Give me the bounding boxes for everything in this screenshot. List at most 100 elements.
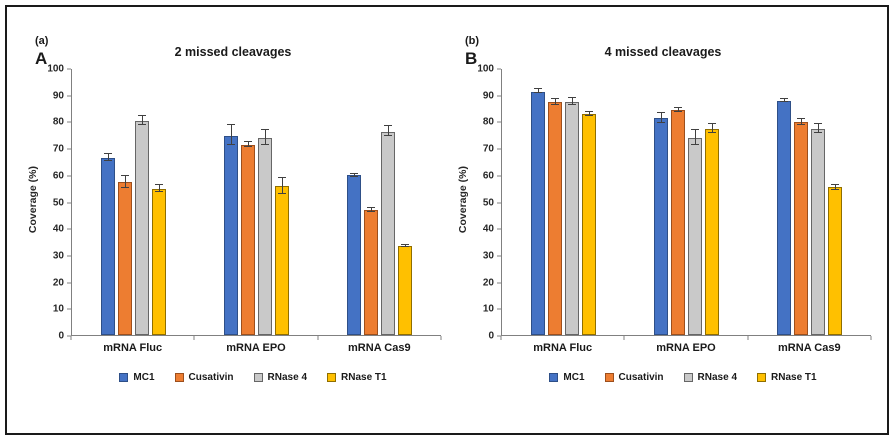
error-bar (384, 125, 392, 137)
legend-item-mc1: MC1 (119, 372, 155, 383)
bar-cusativin (671, 110, 685, 335)
legend-swatch (174, 373, 184, 382)
bar-slot (152, 69, 166, 335)
bar-slot (224, 69, 238, 335)
bar-slot (101, 69, 115, 335)
y-tick-label: 20 (482, 277, 494, 289)
y-tick-label: 0 (58, 330, 64, 342)
bar-slot (811, 69, 825, 335)
y-tick-mark (497, 175, 501, 177)
bar-rnase-4 (565, 102, 579, 335)
legend-b: MC1 Cusativin RNase 4 RNase T1 (455, 372, 871, 383)
panel-b: (b) B 4 missed cleavages Coverage (%) 0 1… (455, 21, 872, 423)
y-tick-mark (67, 255, 71, 257)
error-bar (401, 243, 409, 248)
error-bar (244, 140, 252, 148)
bar-slot (398, 69, 412, 335)
y-tick-label: 0 (488, 330, 494, 342)
y-tick-mark (67, 202, 71, 203)
y-tick-mark (67, 308, 71, 310)
bar-cusativin (548, 102, 562, 335)
y-tick-mark (67, 95, 71, 97)
bar-group (502, 69, 625, 335)
y-tick: 0 (488, 331, 501, 342)
error-bar (278, 177, 286, 194)
y-tick-label: 30 (52, 250, 64, 262)
error-bar (674, 106, 682, 113)
y-tick-mark (497, 282, 501, 284)
y-tick: 10 (53, 304, 71, 315)
legend-item-rnase-t1: RNase T1 (757, 372, 817, 383)
chart-title-a: 2 missed cleavages (174, 45, 292, 59)
y-tick-label: 40 (482, 223, 494, 235)
bar-mc1 (654, 118, 668, 335)
bar-slot (828, 69, 842, 335)
bar-cusativin (241, 144, 255, 335)
y-tick: 20 (483, 277, 501, 288)
y-tick-mark (497, 95, 501, 97)
bar-rnase-4 (811, 128, 825, 335)
bar-cusativin (794, 122, 808, 335)
bar-group (195, 69, 318, 335)
y-tick-label: 100 (477, 63, 494, 75)
x-tick-mark (623, 336, 625, 340)
y-tick: 90 (483, 90, 501, 101)
legend-swatch (327, 373, 337, 382)
bar-slot (275, 69, 289, 335)
plot-area (501, 69, 871, 336)
plot-col-a: mRNA Fluc mRNA EPO mRNA Cas9 (70, 69, 442, 354)
x-axis-ticks (70, 336, 442, 340)
y-tick-mark (497, 202, 501, 203)
category-label: mRNA Cas9 (348, 342, 411, 354)
y-tick-mark (497, 228, 501, 230)
y-tick-label: 100 (47, 63, 64, 75)
error-bar (104, 153, 112, 162)
bar-slot (548, 69, 562, 335)
plot-area (71, 69, 441, 336)
y-tick-mark (497, 148, 501, 150)
x-tick-mark (870, 336, 872, 340)
error-bar (585, 110, 593, 117)
bar-rnase-t1 (582, 114, 596, 335)
bar-mc1 (531, 91, 545, 335)
y-tick-label: 40 (52, 223, 64, 235)
bar-slot (565, 69, 579, 335)
y-tick: 40 (53, 224, 71, 235)
bar-rnase-t1 (398, 245, 412, 335)
y-tick: 80 (53, 117, 71, 128)
error-bar (708, 123, 716, 133)
x-tick-mark (747, 336, 749, 340)
y-axis-label-a: Coverage (%) (25, 69, 41, 330)
y-tick-label: 80 (482, 116, 494, 128)
error-bar (534, 88, 542, 94)
category-label: mRNA Fluc (103, 342, 163, 354)
y-tick-label: 60 (52, 170, 64, 182)
y-axis-label-text: Coverage (%) (27, 165, 39, 234)
bar-slot (794, 69, 808, 335)
y-tick-label: 10 (482, 303, 494, 315)
category-label: mRNA Fluc (533, 342, 593, 354)
y-tick: 100 (477, 64, 501, 75)
y-tick-mark (67, 282, 71, 284)
bar-slot (582, 69, 596, 335)
bar-slot (118, 69, 132, 335)
panel-a: (a) A 2 missed cleavages Coverage (%) 0 1… (25, 21, 442, 423)
bar-rnase-4 (258, 138, 272, 335)
bar-slot (531, 69, 545, 335)
error-bar (350, 172, 358, 177)
y-tick: 80 (483, 117, 501, 128)
legend-label: RNase T1 (771, 372, 817, 383)
legend-item-mc1: MC1 (549, 372, 585, 383)
category-label: mRNA EPO (226, 342, 286, 354)
panel-b-tag: (b) (465, 35, 480, 47)
y-tick: 70 (483, 144, 501, 155)
error-bar (261, 129, 269, 146)
legend-label: Cusativin (618, 372, 664, 383)
y-tick: 40 (483, 224, 501, 235)
error-bar (814, 122, 822, 134)
error-bar (138, 114, 146, 126)
y-tick-mark (67, 68, 71, 70)
y-tick-label: 70 (52, 143, 64, 155)
y-tick-label: 60 (482, 170, 494, 182)
bar-rnase-4 (381, 131, 395, 335)
